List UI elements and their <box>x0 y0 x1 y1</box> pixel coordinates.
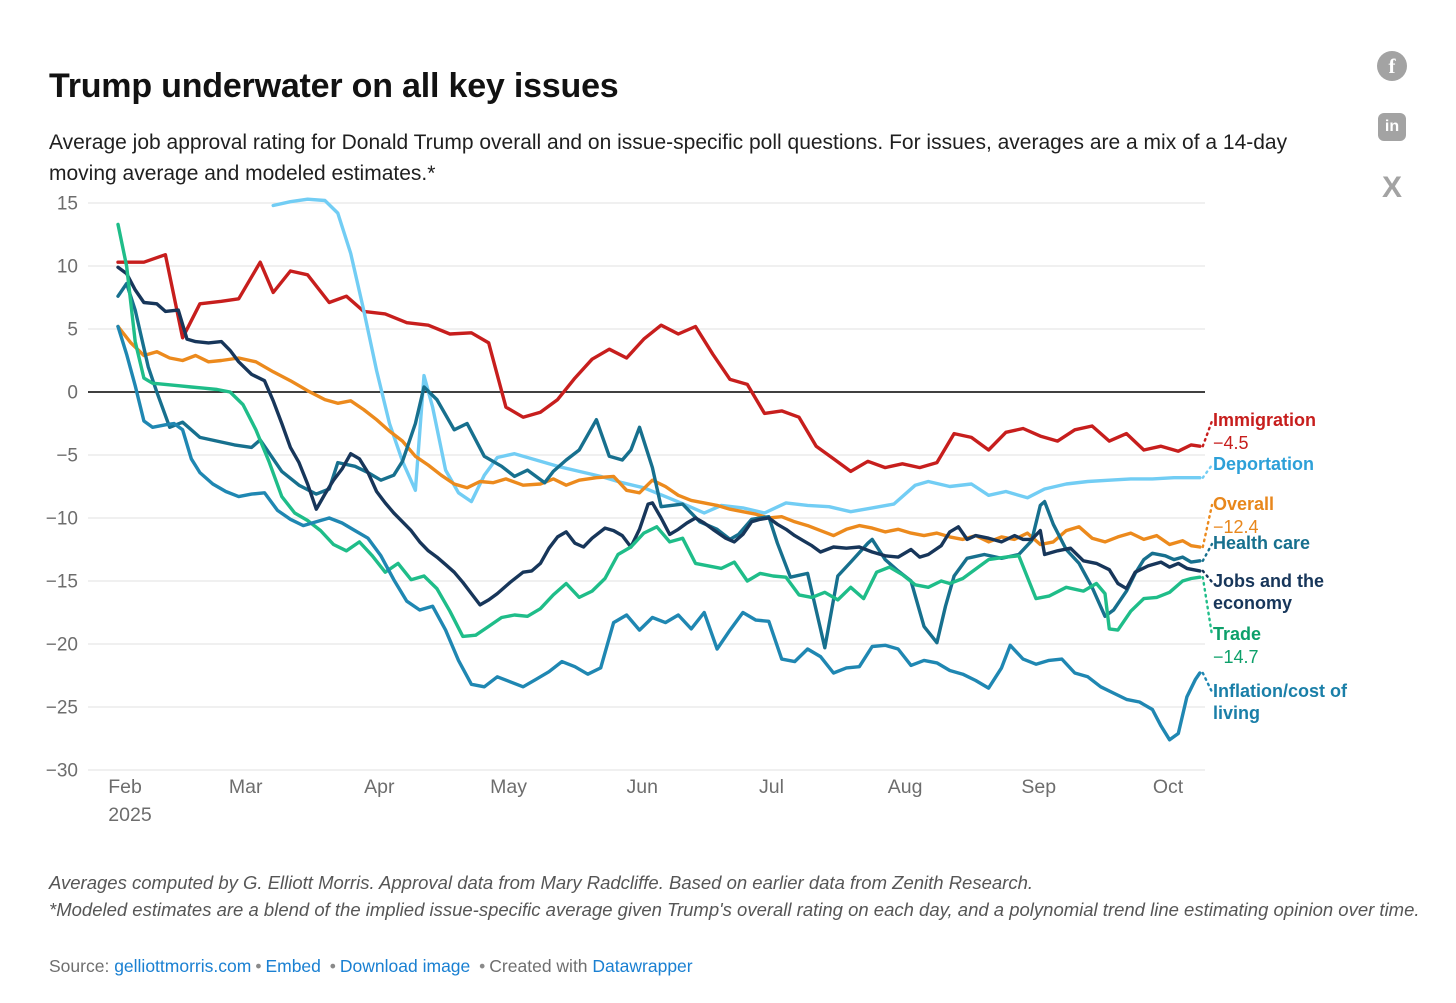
y-axis-tick-label: −30 <box>46 761 78 782</box>
line-chart-plot: 15 10 5 0 −5 −10 −15 −20 −25 −30 Feb Mar Apr May Jun Ju… <box>46 194 1214 826</box>
series-label-overall: Overall <box>1213 494 1275 514</box>
leader-line <box>1201 419 1214 448</box>
chart-subtitle: Average job approval rating for Donald T… <box>49 131 1288 185</box>
x-axis-year-label: 2025 <box>108 804 152 826</box>
note-methodology: Averages computed by G. Elliott Morris. … <box>49 872 1034 893</box>
y-axis-tick-label: −20 <box>46 635 78 656</box>
x-axis-tick-label: Feb <box>108 776 142 798</box>
series-line-immigration <box>116 252 1202 474</box>
series-line-deportation <box>271 197 1202 515</box>
leader-line <box>1201 463 1214 479</box>
x-axis-tick-label: Apr <box>364 776 395 798</box>
page-title: Trump underwater on all key issues <box>49 66 619 105</box>
linkedin-icon[interactable]: in <box>1376 111 1408 143</box>
series-end-value-immigration: −4.5 <box>1213 433 1249 453</box>
source-label: Source: <box>49 956 110 976</box>
series-line-trade <box>116 222 1202 639</box>
x-axis-tick-label: Jul <box>759 776 784 798</box>
y-axis-tick-label: 0 <box>67 383 78 404</box>
source-row: Source: gelliottmorris.com • Embed • Downlo… <box>49 956 693 977</box>
note-modeled-estimates: *Modeled estimates are a blend of the im… <box>49 899 1420 920</box>
y-axis-tick-label: 5 <box>67 320 78 341</box>
series-label-health-care: Health care <box>1213 533 1311 553</box>
embed-link[interactable]: Embed <box>265 956 321 976</box>
series-label-trade: Trade <box>1213 624 1262 644</box>
source-link[interactable]: gelliottmorris.com <box>114 956 252 976</box>
leader-line <box>1201 542 1214 563</box>
series-label-immigration: Immigration <box>1213 410 1317 430</box>
facebook-icon[interactable]: f <box>1376 50 1408 82</box>
y-axis-tick-label: 10 <box>57 257 78 278</box>
x-axis-tick-label: Jun <box>626 776 657 798</box>
x-axis-tick-label: Mar <box>229 776 263 798</box>
bullet-separator: • <box>255 956 262 976</box>
x-axis-tick-label: Oct <box>1153 776 1184 798</box>
x-axis-tick-label: Aug <box>888 776 923 798</box>
bullet-separator: • <box>479 956 486 976</box>
leader-line <box>1201 576 1214 637</box>
y-axis-tick-label: −25 <box>46 698 78 719</box>
chart-notes: Averages computed by G. Elliott Morris. … <box>49 869 1431 923</box>
leader-line <box>1201 503 1214 549</box>
y-axis-tick-label: −15 <box>46 572 78 593</box>
series-end-value-overall: −12.4 <box>1213 517 1259 537</box>
series-end-value-trade: −14.7 <box>1213 647 1259 667</box>
share-toolbar: f in X <box>1372 50 1412 204</box>
x-icon[interactable]: X <box>1381 171 1402 204</box>
leader-line <box>1201 569 1214 584</box>
series-label-deportation: Deportation <box>1213 454 1314 474</box>
y-axis-tick-label: 15 <box>57 194 78 215</box>
x-axis-tick-label: Sep <box>1021 776 1056 798</box>
y-axis-tick-label: −10 <box>46 509 78 530</box>
download-image-link[interactable]: Download image <box>339 956 471 976</box>
x-axis-tick-label: May <box>490 776 527 798</box>
bullet-separator: • <box>329 956 336 976</box>
datawrapper-link[interactable]: Datawrapper <box>592 956 693 976</box>
created-with-label: Created with <box>489 956 588 976</box>
series-line-health-care <box>116 281 1202 650</box>
series-label-inflation-cost-of-living: Inflation/cost of living <box>1213 681 1347 723</box>
series-line-jobs-and-the-economy <box>116 265 1202 607</box>
series-label-jobs-and-the-economy: Jobs and the economy <box>1213 571 1325 613</box>
series-line-inflation-cost-of-living <box>116 324 1202 742</box>
leader-line <box>1201 671 1214 694</box>
y-axis-tick-label: −5 <box>56 446 78 467</box>
